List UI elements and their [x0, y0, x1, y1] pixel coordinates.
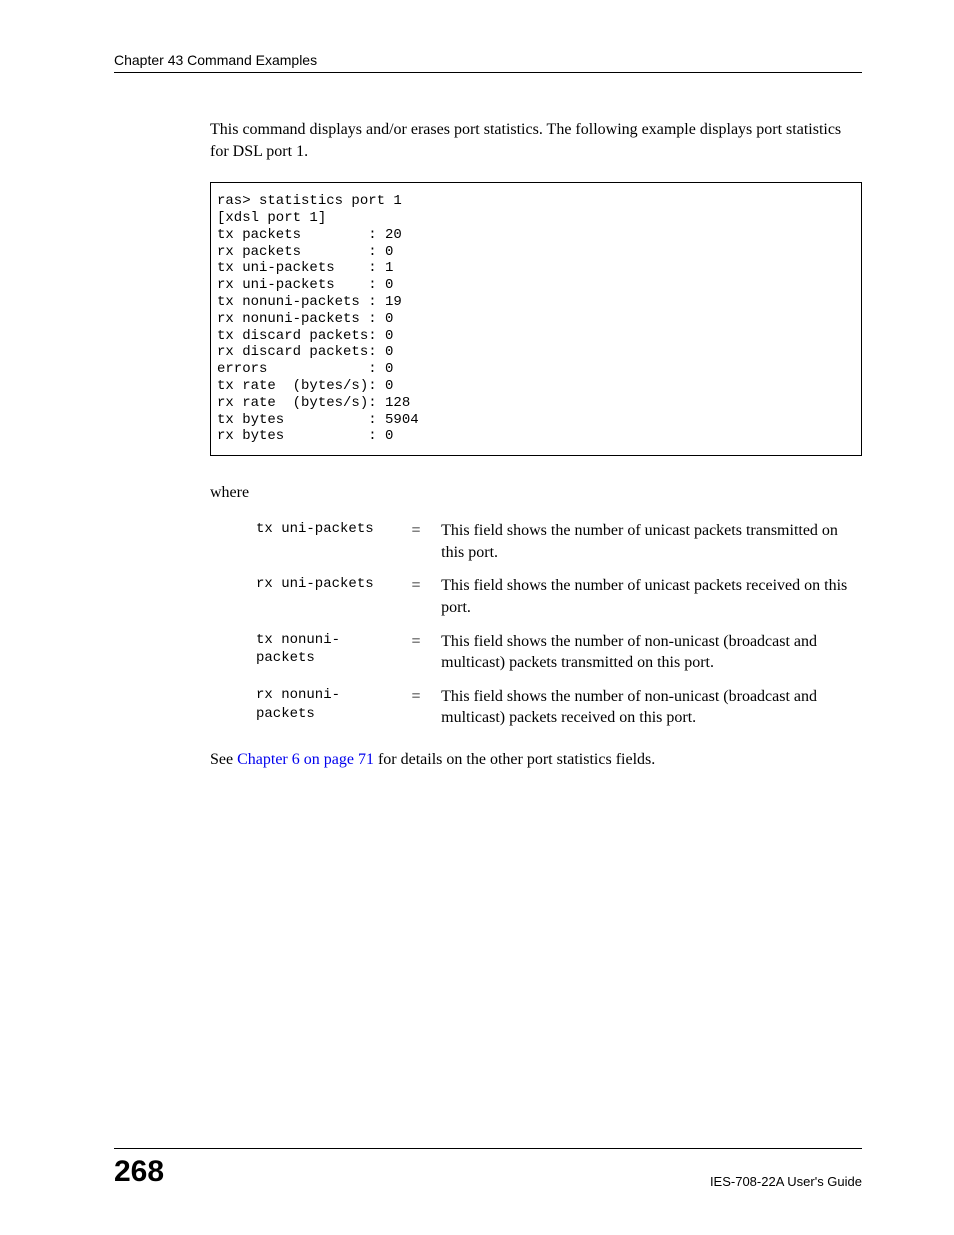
page-number: 268 [114, 1155, 164, 1189]
definition-term: rx uni-packets [256, 575, 411, 630]
definition-term: rx nonuni- packets [256, 686, 411, 741]
see-suffix: for details on the other port statistics… [374, 751, 655, 768]
see-reference-line: See Chapter 6 on page 71 for details on … [210, 751, 862, 769]
table-row: rx uni-packets = This field shows the nu… [256, 575, 862, 630]
definitions-table: tx uni-packets = This field shows the nu… [256, 520, 862, 741]
table-row: tx uni-packets = This field shows the nu… [256, 520, 862, 575]
intro-paragraph: This command displays and/or erases port… [210, 119, 862, 162]
code-example-block: ras> statistics port 1 [xdsl port 1] tx … [210, 182, 862, 456]
where-label: where [210, 484, 862, 502]
definition-description: This field shows the number of unicast p… [441, 520, 862, 575]
definition-description: This field shows the number of non-unica… [441, 686, 862, 741]
definition-equals: = [411, 631, 441, 686]
see-prefix: See [210, 751, 237, 768]
guide-name: IES-708-22A User's Guide [710, 1174, 862, 1189]
definition-equals: = [411, 686, 441, 741]
page-footer: 268 IES-708-22A User's Guide [114, 1148, 862, 1189]
chapter-header: Chapter 43 Command Examples [114, 52, 862, 73]
definition-description: This field shows the number of non-unica… [441, 631, 862, 686]
table-row: tx nonuni- packets = This field shows th… [256, 631, 862, 686]
definition-description: This field shows the number of unicast p… [441, 575, 862, 630]
definition-term: tx uni-packets [256, 520, 411, 575]
definition-equals: = [411, 520, 441, 575]
definition-term: tx nonuni- packets [256, 631, 411, 686]
table-row: rx nonuni- packets = This field shows th… [256, 686, 862, 741]
definition-equals: = [411, 575, 441, 630]
chapter-link[interactable]: Chapter 6 on page 71 [237, 751, 374, 768]
